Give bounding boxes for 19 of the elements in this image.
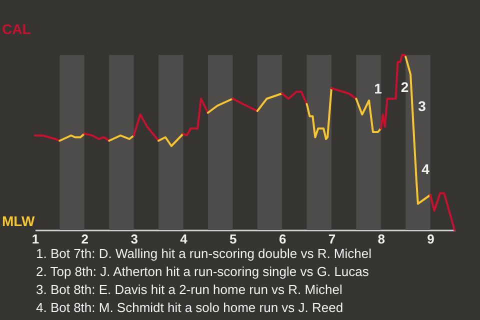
x-tick-label: 3 — [130, 232, 138, 246]
x-tick-label: 9 — [427, 232, 434, 246]
x-tick-label: 2 — [81, 232, 89, 246]
annotation: 1 — [374, 80, 382, 96]
x-tick-label: 1 — [32, 232, 40, 246]
annotation: 4 — [422, 161, 430, 177]
x-tick-label: 7 — [328, 232, 336, 246]
x-tick-label: 5 — [230, 232, 237, 246]
text: 2. Top 8th: J. Atherton hit a run-scoring single vs G. Lucas — [36, 264, 370, 279]
text: CAL — [2, 21, 32, 37]
x-tick-label: 4 — [180, 232, 188, 246]
x-tick-label: 6 — [278, 232, 286, 246]
text: 4. Bot 8th: M. Schmidt hit a solo home run vs J. Reed — [36, 300, 344, 315]
text: 1. Bot 7th: D. Walling hit a run-scoring double vs R. Michel — [36, 246, 372, 261]
text: MLW — [2, 213, 36, 229]
annotation: 2 — [400, 78, 409, 95]
x-tick-label: 8 — [378, 232, 385, 246]
text: 3. Bot 8th: E. Davis hit a 2-run home run vs R. Michel — [36, 282, 342, 297]
annotation: 3 — [418, 98, 426, 114]
